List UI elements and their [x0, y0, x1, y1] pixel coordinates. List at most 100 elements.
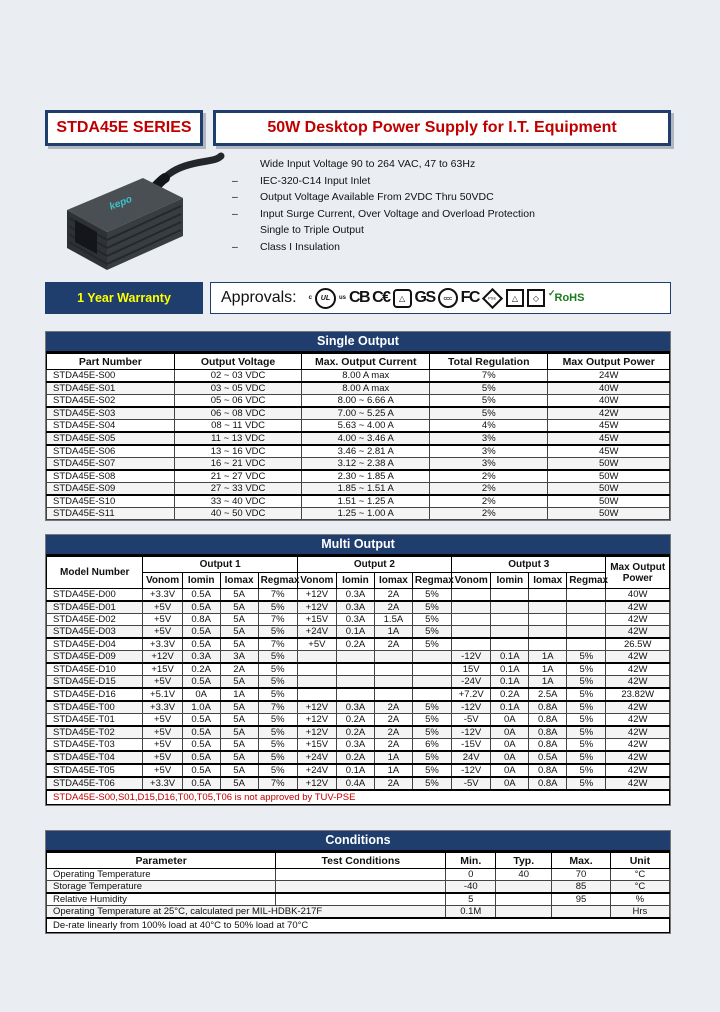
table-cell	[490, 600, 530, 614]
table-cell: 0.8A	[181, 613, 221, 626]
typ-cell: 40	[495, 868, 553, 881]
table-cell: 0A	[181, 687, 221, 702]
table-cell: STDA45E-T00	[45, 700, 144, 714]
unit-cell: Hrs	[609, 905, 671, 919]
table-cell: 0.5A	[181, 600, 221, 614]
table-cell	[451, 600, 492, 614]
table-row: STDA45E-S11 40 ~ 50 VDC 1.25 ~ 1.00 A 2% 50W	[46, 507, 670, 520]
bullet-dash: –	[232, 191, 238, 203]
table-cell: 08 ~ 11 VDC	[173, 419, 303, 433]
typ-cell	[495, 880, 553, 894]
table-cell: STDA45E-D16	[45, 687, 144, 702]
table-cell: 2%	[429, 469, 549, 483]
table-cell: +24V	[296, 763, 337, 778]
min-cell: 5	[445, 892, 497, 906]
table-row: STDA45E-D09 +12V 0.3A 3A 5% -12V 0.1A 1A 5% 42W	[45, 650, 670, 664]
table-cell: 0.3A	[335, 588, 375, 602]
table-cell	[335, 662, 375, 676]
table-cell: 5%	[566, 675, 607, 689]
table-cell: STDA45E-T05	[45, 763, 144, 778]
table-cell: 5A	[219, 588, 259, 602]
feature-item: – Input Surge Current, Over Voltage and O…	[230, 206, 671, 223]
feature-text: Wide Input Voltage 90 to 264 VAC, 47 to …	[260, 158, 476, 170]
table-cell: -15V	[451, 738, 492, 752]
table-cell: +15V	[296, 613, 337, 626]
table-cell: +3.3V	[142, 637, 183, 651]
table-cell: STDA45E-D10	[45, 662, 144, 676]
table-row: Operating Temperature at 25°C, calculate…	[45, 905, 671, 919]
table-cell: 40W	[605, 588, 670, 602]
table-cell	[528, 588, 568, 602]
table-cell: 1A	[373, 750, 413, 765]
table-cell: 5%	[257, 713, 298, 727]
table-row: STDA45E-D02 +5V 0.8A 5A 7% +15V 0.3A 1.5A 5% 42W	[45, 613, 670, 626]
typ-cell	[495, 905, 553, 919]
column-header: Iomax	[219, 572, 259, 589]
table-cell: 0.5A	[528, 750, 568, 765]
table-cell: 8.00 A max	[301, 369, 431, 383]
table-cell	[296, 687, 337, 702]
table-cell: 21 ~ 27 VDC	[173, 469, 303, 483]
table-cell: 2A	[373, 588, 413, 602]
feature-item: Single to Triple Output	[230, 222, 671, 239]
tuv-logo-icon: △	[392, 288, 412, 308]
table-cell: 15V	[451, 662, 492, 676]
test-conditions-cell	[275, 892, 447, 906]
table-cell: +3.3V	[142, 588, 183, 602]
table-cell: 42W	[605, 750, 670, 765]
rohs-logo-icon: RoHS	[554, 292, 585, 304]
ul-logo-icon: UL	[314, 287, 336, 309]
approval-logos: c UL us CB C€ △ GS CCC FC PSE △ ◇ ✓ RoHS	[309, 287, 585, 309]
table-cell: 3%	[429, 457, 549, 471]
table-row: STDA45E-D16 +5.1V 0A 1A 5% +7.2V 0.2A 2.5A 5% 23.…	[45, 687, 670, 702]
parameter-cell: Operating Temperature	[45, 868, 277, 881]
table-cell: 5A	[219, 725, 259, 739]
table-cell: 0.5A	[181, 675, 221, 689]
table-cell: STDA45E-S09	[46, 482, 175, 496]
table-cell: 5A	[219, 675, 259, 689]
table-cell: 0A	[490, 776, 530, 791]
table-cell: STDA45E-T01	[45, 713, 144, 727]
table-cell: +7.2V	[451, 687, 492, 702]
table-cell: 03 ~ 05 VDC	[173, 381, 303, 395]
table-cell	[490, 637, 530, 651]
table-cell: 0.2A	[335, 750, 375, 765]
intro-section: kepo Wide Input Voltage 90 to 264 VAC, 4…	[45, 152, 671, 274]
table-cell: -5V	[451, 713, 492, 727]
table-row: STDA45E-T00 +3.3V 1.0A 5A 7% +12V 0.3A 2A 5% -12V…	[45, 700, 670, 714]
table-cell: 7%	[257, 613, 298, 626]
table-cell: 0.1A	[490, 675, 530, 689]
table-cell: 50W	[547, 457, 670, 471]
table-cell: STDA45E-S05	[46, 431, 175, 446]
table-cell: +15V	[142, 662, 183, 676]
table-cell: 5%	[429, 381, 549, 395]
logo-text: PSE	[488, 295, 497, 301]
table-cell: 1.51 ~ 1.25 A	[301, 494, 431, 508]
parameter-cell: Storage Temperature	[45, 880, 277, 894]
table-cell: 7%	[257, 637, 298, 651]
datasheet-page: STDA45E SERIES 50W Desktop Power Supply …	[45, 110, 671, 934]
table-row: STDA45E-T04 +5V 0.5A 5A 5% +24V 0.2A 1A 5% 24V 0A 0…	[45, 750, 670, 765]
column-header: Output Voltage	[173, 353, 303, 370]
table-cell: 0.8A	[528, 738, 568, 752]
table-cell: 0A	[490, 738, 530, 752]
table-cell	[373, 687, 413, 702]
product-photo: kepo	[45, 152, 230, 274]
table-cell: 0.3A	[181, 650, 221, 664]
table-cell: STDA45E-D02	[45, 613, 144, 626]
table-row: STDA45E-S06 13 ~ 16 VDC 3.46 ~ 2.81 A 3% 45W	[46, 444, 670, 458]
table-cell: 2A	[373, 637, 413, 651]
series-title: STDA45E SERIES	[45, 110, 203, 146]
table-cell: 5A	[219, 750, 259, 765]
table-cell: 2A	[373, 725, 413, 739]
table-row: STDA45E-S09 27 ~ 33 VDC 1.85 ~ 1.51 A 2% 50W	[46, 482, 670, 496]
table-cell: 0.3A	[335, 600, 375, 614]
table-row: STDA45E-S08 21 ~ 27 VDC 2.30 ~ 1.85 A 2% 50W	[46, 469, 670, 483]
table-cell: 5%	[411, 700, 453, 714]
table-cell: 45W	[547, 419, 670, 433]
ccc-logo-icon: CCC	[437, 288, 458, 308]
table-cell: 0.5A	[181, 738, 221, 752]
power-adapter-image: kepo	[67, 152, 225, 270]
fcc-logo-icon: FC	[460, 289, 481, 306]
table-cell: 42W	[547, 406, 670, 420]
